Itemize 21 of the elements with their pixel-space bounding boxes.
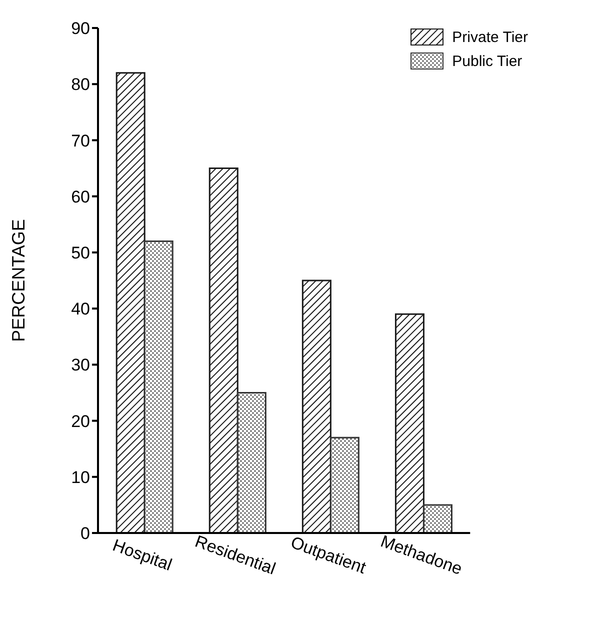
bar bbox=[330, 436, 360, 533]
y-tick-label: 20 bbox=[71, 412, 90, 431]
bar bbox=[236, 392, 266, 533]
y-tick-label: 10 bbox=[71, 468, 90, 487]
y-tick-label: 90 bbox=[71, 19, 90, 38]
bar bbox=[208, 168, 238, 533]
bar bbox=[422, 504, 452, 533]
legend-label: Private Tier bbox=[452, 28, 528, 46]
bar bbox=[116, 72, 146, 533]
bar bbox=[394, 313, 424, 533]
y-tick-label: 80 bbox=[71, 75, 90, 94]
y-tick-label: 60 bbox=[71, 187, 90, 206]
bar bbox=[144, 240, 174, 533]
y-tick-label: 50 bbox=[71, 243, 90, 262]
y-tick-label: 30 bbox=[71, 356, 90, 375]
y-tick-label: 0 bbox=[80, 524, 90, 544]
legend-label: Public Tier bbox=[452, 52, 522, 70]
y-tick-label: 70 bbox=[71, 131, 90, 150]
y-tick-label: 40 bbox=[71, 300, 90, 319]
bar bbox=[302, 280, 332, 533]
y-axis-title: PERCENTAGE bbox=[8, 219, 28, 342]
